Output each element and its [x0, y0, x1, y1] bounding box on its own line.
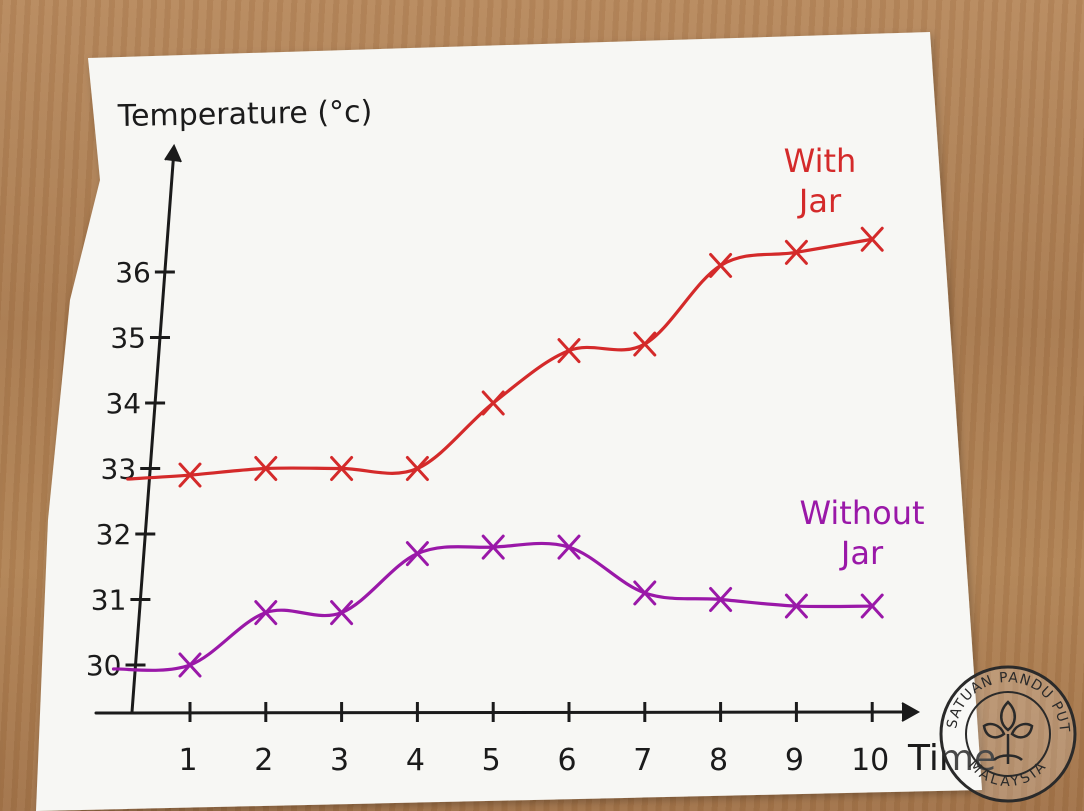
x-tick-label: 3: [330, 743, 349, 778]
y-tick-label: 31: [91, 584, 127, 617]
series-label: Without Jar: [799, 494, 924, 572]
x-tick-label: 10: [851, 743, 889, 778]
y-tick-label: 33: [101, 453, 137, 486]
data-point: [178, 462, 202, 488]
data-point: [709, 252, 733, 278]
x-tick-label: 8: [709, 743, 728, 778]
data-point: [784, 239, 808, 265]
data-point: [254, 456, 278, 481]
data-point: [330, 600, 354, 626]
x-tick-label: 9: [785, 743, 804, 778]
data-point: [178, 652, 202, 678]
y-tick-label: 32: [96, 518, 132, 551]
data-point: [860, 593, 884, 619]
x-tick-label: 2: [254, 743, 273, 778]
y-tick-label: 36: [115, 256, 151, 289]
data-point: [633, 580, 657, 606]
data-point: [557, 534, 581, 560]
series-label: With Jar: [784, 142, 857, 220]
y-tick-label: 35: [110, 322, 146, 355]
trefoil-emblem-icon: [982, 700, 1034, 764]
paper-sheet: [36, 32, 982, 811]
y-tick-label: 30: [86, 649, 122, 682]
series-label-layer: With Jar Without Jar: [784, 142, 925, 572]
series-line: [111, 541, 874, 672]
seal-stamp: PERSATUAN PANDU PUTERI MALAYSIA: [938, 664, 1077, 803]
x-tick-label: 1: [178, 743, 197, 778]
data-point: [557, 338, 581, 364]
data-point: [330, 456, 354, 481]
series-layer: [111, 226, 884, 678]
x-axis: [94, 710, 916, 715]
x-tick-label: 4: [406, 743, 425, 778]
x-tick-label: 6: [557, 743, 576, 778]
data-point: [405, 541, 429, 567]
y-axis-title: Temperature (°c): [117, 95, 373, 134]
data-point: [860, 226, 884, 252]
x-axis-arrowhead: [901, 702, 921, 722]
series-line: [126, 237, 874, 481]
data-point: [481, 390, 505, 416]
y-axis: [130, 148, 176, 714]
data-point: [709, 587, 733, 612]
data-point: [481, 534, 505, 560]
data-point: [254, 600, 278, 626]
x-tick-label: 5: [482, 743, 501, 778]
data-point: [633, 331, 657, 357]
data-point: [405, 456, 429, 481]
y-axis-arrowhead: [164, 143, 182, 163]
data-point: [784, 593, 808, 619]
y-tick-label: 34: [105, 387, 141, 420]
x-tick-label: 7: [633, 743, 652, 778]
seal-inner-ring: [965, 691, 1051, 777]
